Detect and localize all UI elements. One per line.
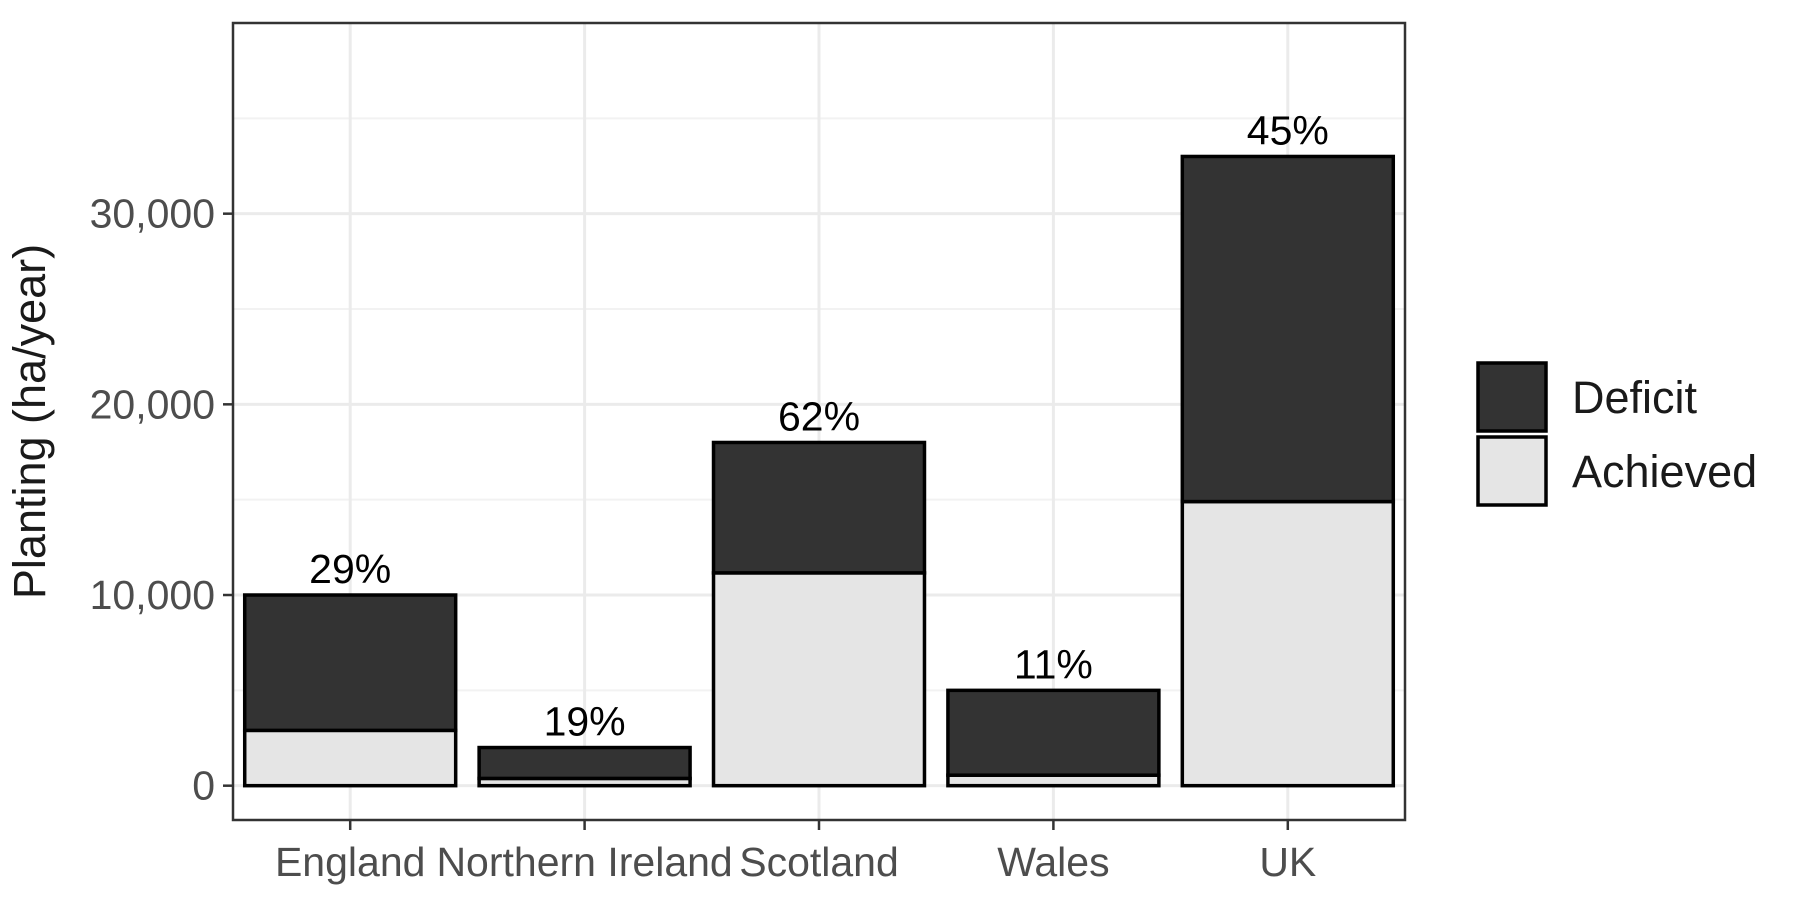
x-tick-label: England: [275, 839, 425, 885]
bar-achieved-england: [242, 728, 458, 788]
y-tick-label: 10,000: [90, 572, 215, 618]
bar-deficit-england: [242, 593, 458, 733]
legend-label-deficit: Deficit: [1572, 372, 1698, 423]
bar-deficit-wales: [946, 688, 1161, 777]
x-tick-label: Wales: [997, 839, 1109, 885]
bar-deficit-scotland: [711, 440, 927, 575]
data-label: 19%: [544, 699, 626, 745]
data-label: 29%: [309, 546, 391, 592]
y-tick-label: 20,000: [90, 381, 215, 427]
data-labels-layer: 29% 19% 62% 11% 45%: [309, 107, 1329, 744]
x-tick-label: Scotland: [739, 839, 899, 885]
data-label: 11%: [1014, 641, 1093, 687]
y-tick-label: 0: [192, 763, 215, 809]
bar-achieved-scotland: [711, 571, 927, 788]
legend-label-achieved: Achieved: [1572, 446, 1757, 497]
bar-deficit-uk: [1180, 154, 1396, 504]
bar-achieved-uk: [1180, 499, 1396, 788]
data-label: 45%: [1247, 107, 1329, 153]
legend-key-deficit: [1476, 361, 1548, 433]
bar-deficit-northern-ireland: [477, 745, 692, 781]
legend: Deficit Achieved: [1476, 361, 1757, 507]
x-tick-label: Northern Ireland: [436, 839, 732, 885]
x-tick-label: UK: [1259, 839, 1316, 885]
axes-layer: 0 10,000 20,000 30,000 England Northern Irela…: [4, 21, 1407, 885]
y-axis-title: Planting (ha/year): [4, 244, 55, 599]
data-label: 62%: [778, 393, 860, 439]
bars-layer: [242, 154, 1396, 788]
legend-key-achieved: [1476, 435, 1548, 507]
y-tick-label: 30,000: [90, 191, 215, 237]
